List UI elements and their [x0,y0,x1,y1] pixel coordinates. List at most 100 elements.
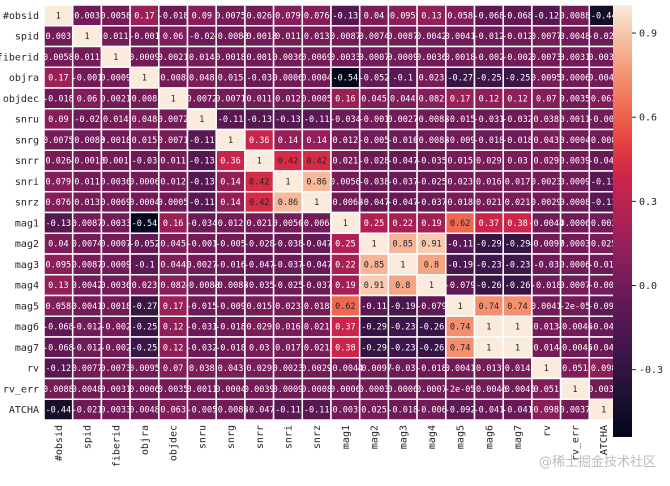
y-tick-label: snri [15,177,39,188]
cell-annotation: 0.85 [393,240,413,250]
cell-annotation: 0.14 [278,136,298,146]
x-tick-label: fiberid [111,425,122,467]
cell-annotation: -0.035 [416,157,447,167]
cell-annotation: 1 [199,115,204,125]
cell-annotation: -0.0045 [500,385,536,395]
cell-annotation: 0.008 [132,94,158,104]
cell-annotation: 0.04 [48,240,68,250]
cell-annotation: 0.0006 [129,177,160,187]
cell-annotation: 0.0018 [100,136,131,146]
cell-annotation: -0.11 [361,302,387,312]
cell-annotation: -0.018 [502,136,533,146]
colorbar-gradient [613,5,632,437]
cell-annotation: 0.003 [591,219,617,229]
cell-annotation: 0.051 [562,364,588,374]
cell-annotation: 0.0033 [100,219,131,229]
cell-annotation: 0.0021 [158,53,189,63]
cell-annotation: 0.22 [335,260,355,270]
colorbar-tick-label: -0.3 [639,365,663,376]
cell-annotation: 0.011 [74,177,100,187]
cell-annotation: 1 [601,406,606,416]
cell-annotation: 0.045 [160,240,186,250]
cell-annotation: 0.029 [476,157,502,167]
cell-annotation: 0.0087 [387,32,418,42]
cell-annotation: 0.0036 [100,177,131,187]
cell-annotation: 0.0018 [215,53,246,63]
cell-annotation: 0.012 [275,94,301,104]
cell-annotation: -0.035 [244,281,275,291]
cell-annotation: 0.36 [220,157,240,167]
cell-annotation: -0.012 [502,32,533,42]
cell-annotation: -0.009 [215,302,246,312]
cell-annotation: 0.045 [361,94,387,104]
cell-annotation: 0.14 [306,136,326,146]
cell-annotation: 1 [314,198,319,208]
cell-annotation: -0.26 [419,323,445,333]
cell-annotation: 0.0087 [72,260,103,270]
y-tick-label: #obsid [3,11,39,22]
cell-annotation: 0.029 [533,157,559,167]
cell-annotation: 0.0037 [588,385,619,395]
cell-annotation: 0.0005 [158,198,189,208]
cell-annotation: 0.0073 [100,364,131,374]
cell-annotation: 0.0056 [273,219,304,229]
cell-annotation: -0.12 [533,11,559,21]
cell-annotation: 0.0021 [100,94,131,104]
cell-annotation: -0.26 [505,281,531,291]
cell-annotation: -0.025 [416,177,447,187]
colorbar: 0.9 0.6 0.3 0.0 -0.3 [613,5,663,437]
cell-annotation: 0.0006 [129,385,160,395]
cell-annotation: 0.012 [218,219,244,229]
cell-annotation: 0.014 [505,364,531,374]
cell-annotation: 0.063 [591,94,617,104]
cell-annotation: -0.052 [129,240,160,250]
cell-annotation: 0.015 [132,136,158,146]
cell-annotation: 0.0041 [445,364,476,374]
cell-annotation: -0.092 [588,302,619,312]
cell-annotation: -0.037 [301,281,332,291]
cell-annotation: 0.0042 [72,281,103,291]
cell-annotation: 0.85 [364,260,384,270]
cell-annotation: 0.0004 [301,74,332,84]
cell-annotation: -0.009 [445,136,476,146]
cell-annotation: 0.013 [476,364,502,374]
cell-annotation: 1 [429,281,434,291]
cell-annotation: -0.29 [476,240,502,250]
cell-annotation: 1 [343,219,348,229]
cell-annotation: -0.02 [189,32,215,42]
cell-annotation: 0.17 [134,11,154,21]
cell-annotation: 0.013 [74,198,100,208]
cell-annotation: 0.0069 [100,198,131,208]
x-tick-label: objra [140,425,151,455]
cell-annotation: 0.0058 [43,53,74,63]
cell-annotation: 0.8 [424,260,439,270]
cell-annotation: 0.42 [278,157,298,167]
cell-annotation: 0.011 [103,32,129,42]
x-tick-label: snrg [226,425,237,449]
cell-annotation: -0.018 [215,323,246,333]
x-tick-label: mag3 [398,425,409,449]
cell-annotation: -0.11 [275,406,301,416]
cell-annotation: 0.8 [395,281,410,291]
cell-annotation: -0.047 [588,157,619,167]
cell-annotation: 0.0023 [273,364,304,374]
cell-annotation: 0.16 [335,94,355,104]
cell-annotation: -0.016 [215,260,246,270]
cell-annotation: -0.13 [275,115,301,125]
cell-annotation: 0.13 [48,281,68,291]
x-tick-label: ATCHA [599,425,610,455]
cell-annotation: -0.028 [244,240,275,250]
cell-annotation: 0.044 [160,260,186,270]
cell-annotation: 0.0003 [560,240,591,250]
cell-annotation: -0.047 [301,260,332,270]
y-tick-label: snru [15,115,39,126]
cell-annotation: 0.42 [249,177,269,187]
x-tick-label: mag6 [484,425,495,449]
cell-annotation: 1 [400,260,405,270]
y-tick-label: mag4 [15,281,39,292]
cell-annotation: 0.07 [163,364,183,374]
cell-annotation: 0.014 [189,53,215,63]
cell-annotation: 0.076 [304,11,330,21]
cell-annotation: 0.013 [533,323,559,333]
y-tick-label: mag7 [15,343,39,354]
